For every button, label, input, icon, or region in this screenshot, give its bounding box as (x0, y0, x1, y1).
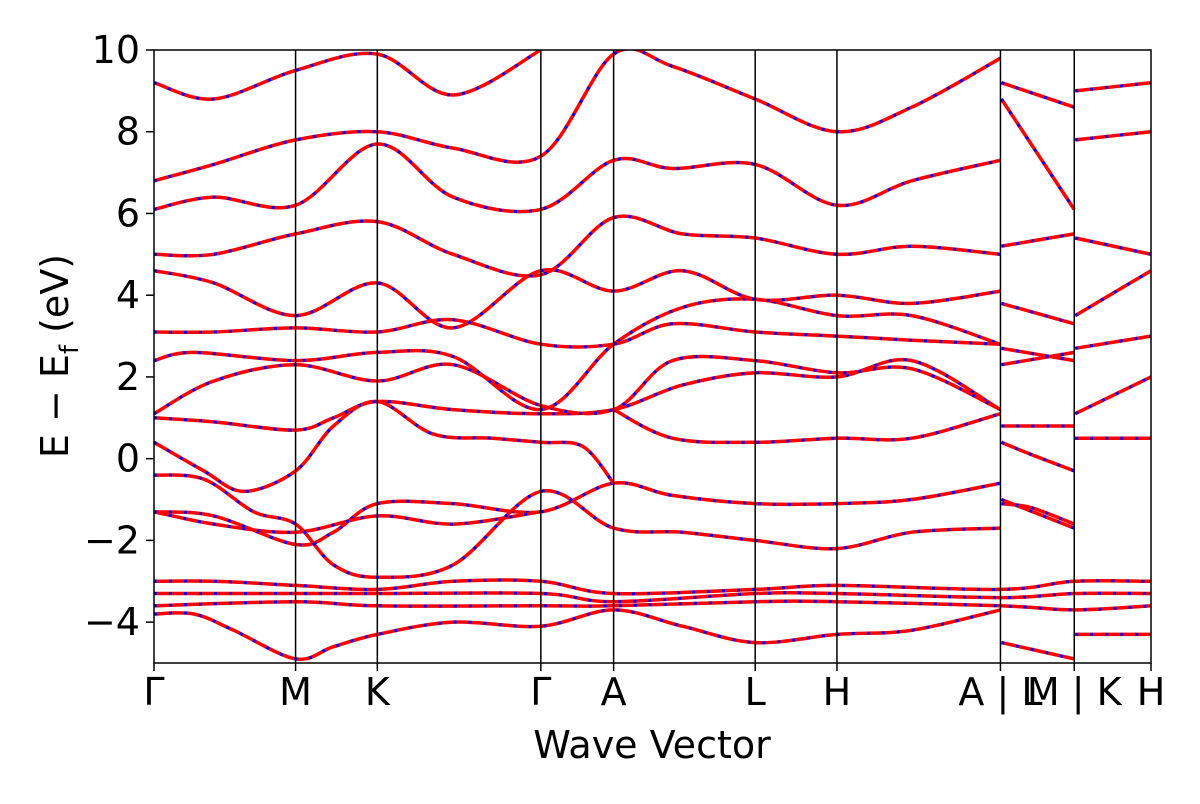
y-tick-label: 8 (116, 110, 140, 154)
band-line-dashed-9 (154, 358, 1151, 432)
band-line-dashed-13 (154, 268, 1151, 330)
high-symmetry-lines (294, 50, 1075, 663)
x-tick-label: H (1137, 670, 1166, 714)
x-tick-label: K (365, 670, 391, 714)
band-line-dashed-15 (154, 98, 1151, 214)
x-tick-label: A (601, 670, 627, 714)
y-tick-label: 2 (116, 355, 140, 399)
band-line-dashed-3 (154, 599, 1151, 612)
band-line-0 (154, 608, 1151, 662)
plot-frame (153, 49, 1152, 664)
x-axis-ticks: Γ M K Γ A L H A | LM | K H (143, 663, 1165, 715)
x-axis-label: Wave Vector (533, 723, 771, 767)
band-line-11 (154, 297, 1151, 412)
band-line-dashed-5 (154, 510, 542, 534)
y-tick-label: −2 (84, 518, 140, 562)
y-tick-label: 0 (116, 437, 140, 481)
x-tick-label: L (745, 670, 766, 714)
y-axis-label: E − Ef (eV) (33, 254, 85, 458)
y-tick-label: 10 (92, 28, 140, 72)
y-tick-label: 6 (116, 191, 140, 235)
x-tick-label: Γ (530, 670, 551, 714)
band-line-dashed-8 (612, 408, 1151, 473)
y-tick-label: 4 (116, 273, 140, 317)
band-line-10 (154, 354, 1002, 416)
bands-group (154, 50, 1151, 662)
x-tick-label: M (279, 670, 312, 714)
x-tick-label: H (823, 670, 852, 714)
band-line-dashed-17 (154, 50, 542, 101)
band-line-15 (154, 98, 1151, 214)
band-line-17 (154, 50, 542, 101)
y-axis-ticks: −4 −2 0 2 4 6 8 10 (84, 28, 154, 644)
x-tick-label: Γ (143, 670, 164, 714)
band-line-1 (154, 578, 1151, 596)
band-line-dashed-4 (154, 481, 1075, 547)
band-line-3 (154, 599, 1151, 612)
y-tick-label: −4 (84, 600, 140, 644)
band-line-8 (612, 408, 1151, 473)
band-line-2 (154, 590, 1151, 604)
x-tick-label: M | K (1027, 670, 1123, 715)
band-line-9 (154, 357, 1151, 432)
band-line-dashed-16 (154, 50, 1151, 183)
x-tick-label: A | L (958, 670, 1042, 715)
